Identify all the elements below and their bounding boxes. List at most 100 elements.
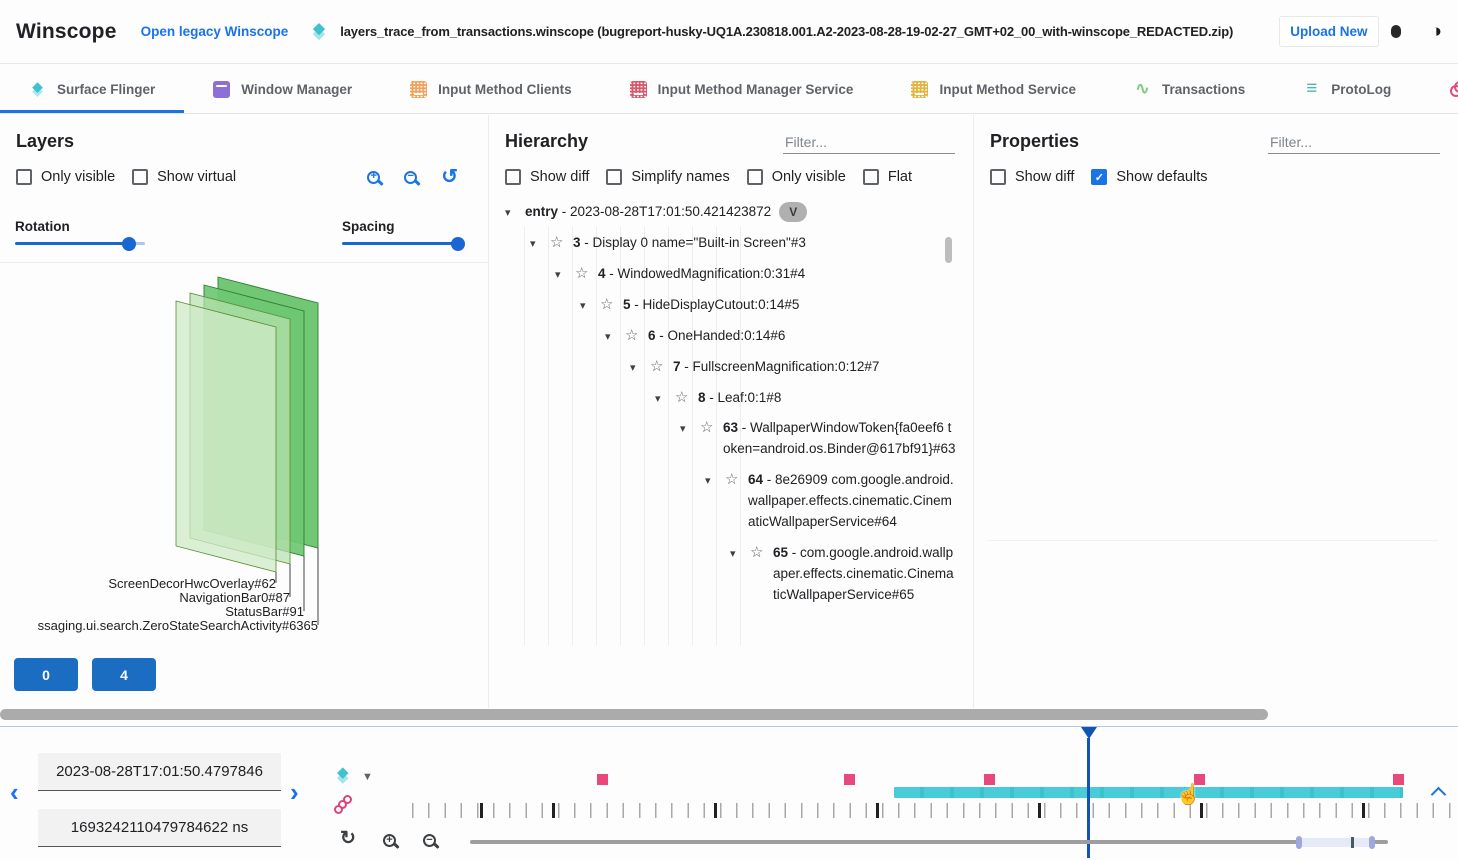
caret-down-icon[interactable]: ▾ xyxy=(730,548,736,561)
caret-down-icon[interactable]: ▾ xyxy=(505,207,511,219)
layers-3d-view[interactable]: ScreenDecorHwcOverlay#62 NavigationBar0#… xyxy=(0,265,488,667)
transition-marker[interactable] xyxy=(1393,774,1405,785)
spacing-thumb[interactable] xyxy=(451,236,466,251)
transition-marker[interactable] xyxy=(984,774,996,785)
rotation-slider: Rotation xyxy=(15,219,145,251)
checkbox-box-icon xyxy=(746,169,763,185)
overview-selection[interactable] xyxy=(1299,838,1374,847)
star-icon[interactable]: ☆ xyxy=(550,233,564,251)
properties-filter-input[interactable] xyxy=(1268,131,1440,154)
checkbox-only-visible[interactable]: Only visible xyxy=(16,169,115,185)
human-timestamp-field[interactable]: 2023-08-28T17:01:50.4797846 xyxy=(38,753,281,791)
caret-down-icon[interactable]: ▾ xyxy=(655,392,661,405)
previous-entry-button[interactable]: ‹ xyxy=(10,777,19,807)
transition-marker[interactable] xyxy=(1193,774,1205,785)
tree-node-6[interactable]: ▾ ☆ 6 - OneHanded:0:14#6 xyxy=(495,321,957,352)
caret-down-icon[interactable]: ▾ xyxy=(555,268,561,281)
main-horizontal-scrollbar[interactable] xyxy=(0,709,1268,720)
tree-node-5[interactable]: ▾ ☆ 5 - HideDisplayCutout:0:14#5 xyxy=(495,290,957,321)
spacing-track[interactable] xyxy=(342,236,466,251)
tab-window-manager[interactable]: Window Manager xyxy=(184,65,381,113)
active-trace-bar[interactable] xyxy=(894,787,1403,798)
checkbox-label: Show virtual xyxy=(157,169,237,185)
caret-down-icon[interactable]: ▾ xyxy=(630,361,636,374)
ns-timestamp-field[interactable]: 1693242110479784622 ns xyxy=(38,809,281,847)
tab-input-method-clients[interactable]: Input Method Clients xyxy=(381,65,600,113)
star-icon[interactable]: ☆ xyxy=(750,544,764,562)
checkbox-show-virtual[interactable]: Show virtual xyxy=(132,169,236,185)
trace-entry-ticks[interactable] xyxy=(412,803,1456,818)
star-icon[interactable]: ☆ xyxy=(600,295,614,313)
hierarchy-filter-input[interactable] xyxy=(783,131,955,154)
tab-transactions[interactable]: Transactions xyxy=(1105,65,1274,113)
timeline-zoom-out-icon[interactable] xyxy=(423,834,436,847)
tree-node-label: 8 - Leaf:0:1#8 xyxy=(698,389,782,405)
tab-input-method-service[interactable]: Input Method Service xyxy=(882,65,1105,113)
layers-checkboxes: Only visible Show virtual xyxy=(16,169,236,185)
tree-node-63[interactable]: ▾ ☆ 63 - WallpaperWindowToken{fa0eef6 toke… xyxy=(495,413,957,465)
star-icon[interactable]: ☆ xyxy=(650,357,664,375)
star-icon[interactable]: ☆ xyxy=(725,471,739,489)
caret-down-icon[interactable]: ▾ xyxy=(605,330,611,343)
tree-node-8[interactable]: ▾ ☆ 8 - Leaf:0:1#8 xyxy=(495,383,957,414)
tab-tra[interactable]: Tra xyxy=(1420,65,1458,113)
cursor-handle-icon[interactable] xyxy=(1080,727,1097,739)
layer-rect[interactable] xyxy=(175,300,277,573)
hierarchy-checkboxes: Show diff Simplify names Only visible Flat xyxy=(489,154,973,185)
star-icon[interactable]: ☆ xyxy=(700,419,714,437)
checkbox-box-icon xyxy=(990,169,1006,185)
rotation-track[interactable] xyxy=(15,236,145,251)
caret-down-icon[interactable]: ▾ xyxy=(530,237,536,250)
dark-mode-toggle-icon[interactable]: ◑ xyxy=(1430,21,1442,42)
checkbox-show-diff[interactable]: Show diff xyxy=(505,169,589,185)
tree-node-4[interactable]: ▾ ☆ 4 - WindowedMagnification:0:31#4 xyxy=(495,259,957,290)
reset-view-icon[interactable]: ↺ xyxy=(441,166,458,188)
tab-protolog[interactable]: ProtoLog xyxy=(1274,65,1420,113)
overview-left-handle[interactable] xyxy=(1296,836,1303,849)
window-icon xyxy=(213,80,231,98)
caret-down-icon[interactable]: ▾ xyxy=(705,475,711,488)
rotation-thumb[interactable] xyxy=(122,236,137,251)
checkbox-show-diff[interactable]: Show diff xyxy=(990,169,1074,185)
active-trace-layers-icon[interactable] xyxy=(336,764,354,787)
layer-button-4[interactable]: 4 xyxy=(92,658,156,691)
star-icon[interactable]: ☆ xyxy=(625,326,639,344)
tree-node-entry[interactable]: ▾ entry - 2023-08-28T17:01:50.421423872 V xyxy=(495,197,957,228)
upload-new-button[interactable]: Upload New xyxy=(1279,16,1379,47)
bug-report-icon[interactable] xyxy=(1386,25,1405,38)
layer-button-0[interactable]: 0 xyxy=(14,658,78,691)
caret-down-icon[interactable]: ▾ xyxy=(680,423,686,436)
checkbox-simplify-names[interactable]: Simplify names xyxy=(606,169,730,185)
trace-file-name: layers_trace_from_transactions.winscope … xyxy=(340,24,1234,39)
zoom-out-icon[interactable] xyxy=(404,170,418,184)
hierarchy-scrollbar[interactable] xyxy=(945,237,952,263)
tree-node-3[interactable]: ▾ ☆ 3 - Display 0 name="Built-in Screen"#3 xyxy=(495,228,957,259)
next-entry-button[interactable]: › xyxy=(290,777,299,807)
caret-down-icon[interactable]: ▾ xyxy=(580,299,586,312)
star-icon[interactable]: ☆ xyxy=(575,264,589,282)
tree-node-64[interactable]: ▾ ☆ 64 - 8e26909 com.google.android.wallpa… xyxy=(495,465,957,538)
tree-node-7[interactable]: ▾ ☆ 7 - FullscreenMagnification:0:12#7 xyxy=(495,352,957,383)
transition-marker[interactable] xyxy=(844,774,856,785)
zoom-in-icon[interactable] xyxy=(367,170,381,184)
timeline-zoom-in-icon[interactable] xyxy=(383,834,396,847)
checkbox-flat[interactable]: Flat xyxy=(862,169,912,185)
timeline-ruler[interactable] xyxy=(412,727,1456,858)
layers-icon xyxy=(29,81,46,98)
layer-label: ssaging.ui.search.ZeroStateSearchActivit… xyxy=(37,618,318,633)
timeline-refresh-icon[interactable]: ↻ xyxy=(340,828,356,849)
tab-input-method-manager-service[interactable]: Input Method Manager Service xyxy=(601,65,883,113)
transitions-trace-icon[interactable] xyxy=(334,795,358,819)
transition-marker[interactable] xyxy=(596,774,608,785)
tree-node-65[interactable]: ▾ ☆ 65 - com.google.android.wallpaper.effe… xyxy=(495,538,957,611)
open-legacy-link[interactable]: Open legacy Winscope xyxy=(140,24,289,39)
star-icon[interactable]: ☆ xyxy=(675,388,689,406)
timeline-overview-bar[interactable] xyxy=(470,836,1388,849)
trace-selector-caret-icon[interactable]: ▼ xyxy=(362,771,373,783)
tree-node-label: 63 - WallpaperWindowToken{fa0eef6 token=… xyxy=(723,420,956,457)
overview-right-handle[interactable] xyxy=(1368,836,1375,849)
checkbox-show-defaults[interactable]: ✓ Show defaults xyxy=(1091,169,1207,185)
tab-surface-flinger[interactable]: Surface Flinger xyxy=(0,65,185,113)
checkbox-only-visible[interactable]: Only visible xyxy=(746,169,846,185)
overview-track[interactable] xyxy=(470,840,1388,844)
